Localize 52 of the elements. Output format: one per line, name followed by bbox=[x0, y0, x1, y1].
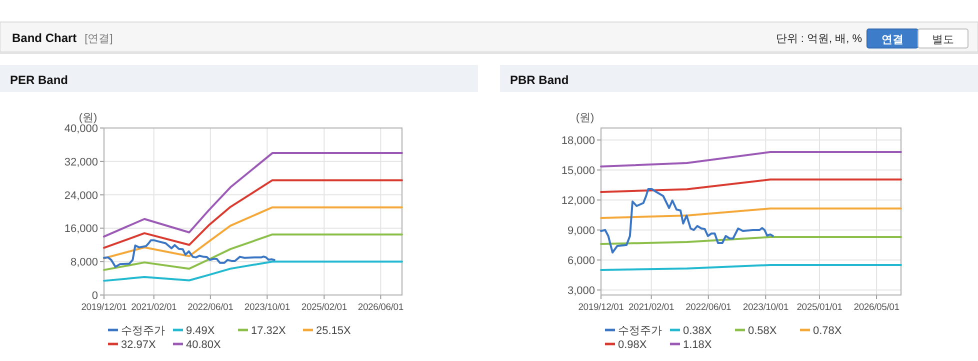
legend-label: 9.49X bbox=[186, 325, 216, 337]
chart-title: PER Band bbox=[10, 73, 68, 87]
x-tick-label: 2025/02/01 bbox=[301, 302, 347, 313]
legend-label: 17.32X bbox=[251, 325, 287, 337]
legend-label: 0.58X bbox=[748, 325, 778, 337]
y-tick-label: 9,000 bbox=[567, 225, 595, 237]
line-series bbox=[103, 179, 403, 249]
legend-label: 수정주가 bbox=[121, 325, 165, 337]
x-tick-label: 2021/02/01 bbox=[131, 302, 177, 313]
x-tick-label: 2019/12/01 bbox=[578, 302, 624, 313]
y-axis-title: (원) bbox=[576, 112, 594, 124]
y-tick-label: 15,000 bbox=[561, 165, 595, 177]
legend-label: 0.38X bbox=[683, 325, 712, 337]
legend-label: 수정주가 bbox=[618, 325, 662, 337]
text: 연결 bbox=[882, 34, 904, 46]
y-tick-label: 18,000 bbox=[561, 135, 595, 147]
y-tick-label: 0 bbox=[92, 290, 98, 302]
line-series bbox=[103, 239, 276, 268]
legend-label: 32.97X bbox=[121, 339, 157, 351]
y-axis-title: (원) bbox=[78, 112, 98, 124]
line-series bbox=[600, 188, 774, 254]
y-tick-label: 24,000 bbox=[64, 190, 98, 202]
x-tick-label: 2025/01/01 bbox=[796, 302, 842, 313]
x-tick-label: 2021/02/01 bbox=[628, 302, 674, 313]
x-tick-label: 2019/12/01 bbox=[81, 302, 127, 313]
legend-label: 0.78X bbox=[813, 325, 842, 337]
line-series bbox=[103, 260, 403, 282]
y-tick-label: 16,000 bbox=[64, 223, 98, 236]
y-tick-label: 3,000 bbox=[567, 285, 595, 297]
legend-label: 1.18X bbox=[683, 339, 712, 351]
y-tick-label: 12,000 bbox=[561, 195, 595, 207]
y-tick-label: 40,000 bbox=[64, 123, 98, 135]
legend-label: 25.15X bbox=[316, 325, 352, 337]
x-tick-label: 2023/10/01 bbox=[742, 302, 788, 313]
legend-label: 0.98X bbox=[618, 339, 648, 351]
x-tick-label: 2026/06/01 bbox=[358, 302, 404, 313]
y-tick-label: 6,000 bbox=[567, 255, 595, 267]
y-tick-label: 32,000 bbox=[64, 156, 98, 168]
text: [연결] bbox=[84, 33, 113, 45]
x-tick-label: 2022/06/01 bbox=[188, 302, 234, 313]
x-tick-label: 2022/06/01 bbox=[686, 302, 732, 313]
x-tick-label: 2023/10/01 bbox=[244, 302, 290, 313]
text: Band Chart bbox=[12, 31, 77, 45]
x-tick-label: 2026/05/01 bbox=[854, 302, 900, 313]
text: 별도 bbox=[932, 34, 954, 46]
line-series bbox=[103, 233, 403, 271]
chart-title: PBR Band bbox=[510, 73, 569, 87]
line-series bbox=[103, 152, 403, 238]
y-tick-label: 8,000 bbox=[70, 256, 98, 269]
line-series bbox=[103, 206, 403, 260]
text: 단위 : 억원, 배, % bbox=[776, 33, 862, 45]
legend-label: 40.80X bbox=[186, 339, 222, 351]
